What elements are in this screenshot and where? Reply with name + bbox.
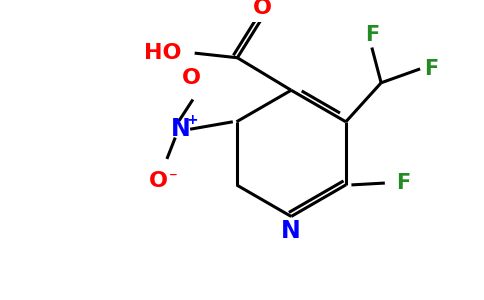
Text: N: N — [281, 219, 301, 243]
Text: F: F — [365, 26, 379, 46]
Text: +: + — [186, 113, 198, 127]
Text: O: O — [182, 68, 200, 88]
Text: ⁻: ⁻ — [169, 169, 178, 187]
Text: HO: HO — [144, 43, 182, 63]
Text: O: O — [253, 0, 272, 18]
Text: F: F — [424, 59, 439, 79]
Text: F: F — [396, 173, 410, 193]
Text: N: N — [171, 117, 191, 141]
Text: O: O — [149, 171, 168, 191]
